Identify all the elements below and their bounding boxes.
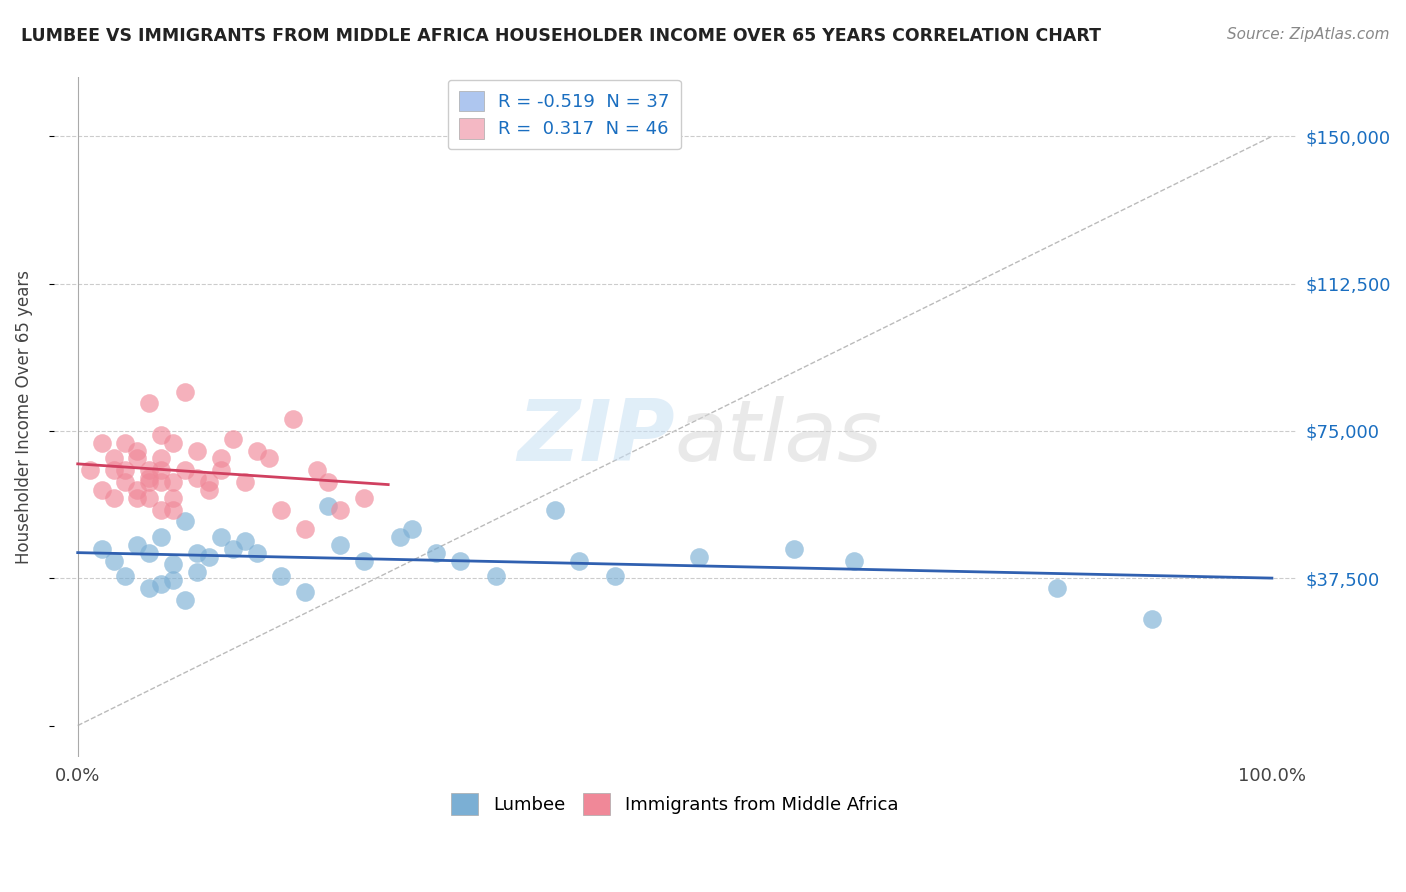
Point [186, 471, 208, 485]
Point [257, 451, 280, 466]
Point [138, 463, 160, 477]
Legend: Lumbee, Immigrants from Middle Africa: Lumbee, Immigrants from Middle Africa [444, 786, 905, 822]
Point [209, 530, 232, 544]
Point [114, 463, 136, 477]
Point [1046, 581, 1069, 595]
Point [103, 553, 125, 567]
Point [150, 428, 173, 442]
Point [174, 514, 197, 528]
Point [783, 541, 806, 556]
Point [90, 541, 112, 556]
Point [138, 546, 160, 560]
Point [150, 530, 173, 544]
Point [353, 553, 375, 567]
Point [162, 558, 184, 572]
Point [174, 384, 197, 399]
Point [485, 569, 508, 583]
Point [162, 435, 184, 450]
Point [162, 573, 184, 587]
Point [318, 499, 340, 513]
Point [186, 546, 208, 560]
Point [270, 502, 292, 516]
Point [603, 569, 626, 583]
Point [449, 553, 471, 567]
Point [401, 522, 423, 536]
Point [162, 502, 184, 516]
Point [198, 549, 221, 564]
Point [127, 483, 149, 497]
Point [90, 483, 112, 497]
Point [103, 451, 125, 466]
Point [281, 412, 304, 426]
Point [246, 443, 269, 458]
Point [318, 475, 340, 489]
Point [186, 566, 208, 580]
Point [127, 443, 149, 458]
Point [294, 585, 316, 599]
Point [246, 546, 269, 560]
Point [222, 432, 245, 446]
Point [138, 581, 160, 595]
Point [198, 483, 221, 497]
Point [425, 546, 447, 560]
Point [209, 451, 232, 466]
Point [688, 549, 710, 564]
Point [186, 443, 208, 458]
Point [90, 435, 112, 450]
Point [222, 541, 245, 556]
Point [138, 491, 160, 505]
Point [103, 463, 125, 477]
Point [568, 553, 591, 567]
Point [389, 530, 412, 544]
Point [150, 577, 173, 591]
Point [544, 502, 567, 516]
Point [162, 491, 184, 505]
Point [138, 471, 160, 485]
Point [114, 475, 136, 489]
Point [79, 463, 101, 477]
Point [174, 592, 197, 607]
Point [294, 522, 316, 536]
Point [103, 491, 125, 505]
Point [233, 475, 256, 489]
Text: ZIP: ZIP [517, 396, 675, 479]
Point [138, 396, 160, 410]
Point [150, 451, 173, 466]
Point [127, 491, 149, 505]
Point [150, 463, 173, 477]
Point [127, 538, 149, 552]
Point [305, 463, 328, 477]
Point [233, 533, 256, 548]
Point [842, 553, 865, 567]
Point [270, 569, 292, 583]
Point [150, 475, 173, 489]
Point [329, 538, 352, 552]
Point [114, 435, 136, 450]
Point [162, 475, 184, 489]
Point [1142, 612, 1164, 626]
Y-axis label: Householder Income Over 65 years: Householder Income Over 65 years [15, 270, 32, 565]
Text: Source: ZipAtlas.com: Source: ZipAtlas.com [1226, 27, 1389, 42]
Text: atlas: atlas [675, 396, 883, 479]
Point [329, 502, 352, 516]
Point [127, 451, 149, 466]
Text: LUMBEE VS IMMIGRANTS FROM MIDDLE AFRICA HOUSEHOLDER INCOME OVER 65 YEARS CORRELA: LUMBEE VS IMMIGRANTS FROM MIDDLE AFRICA … [21, 27, 1101, 45]
Point [138, 475, 160, 489]
Point [353, 491, 375, 505]
Point [174, 463, 197, 477]
Point [150, 502, 173, 516]
Point [114, 569, 136, 583]
Point [198, 475, 221, 489]
Point [209, 463, 232, 477]
